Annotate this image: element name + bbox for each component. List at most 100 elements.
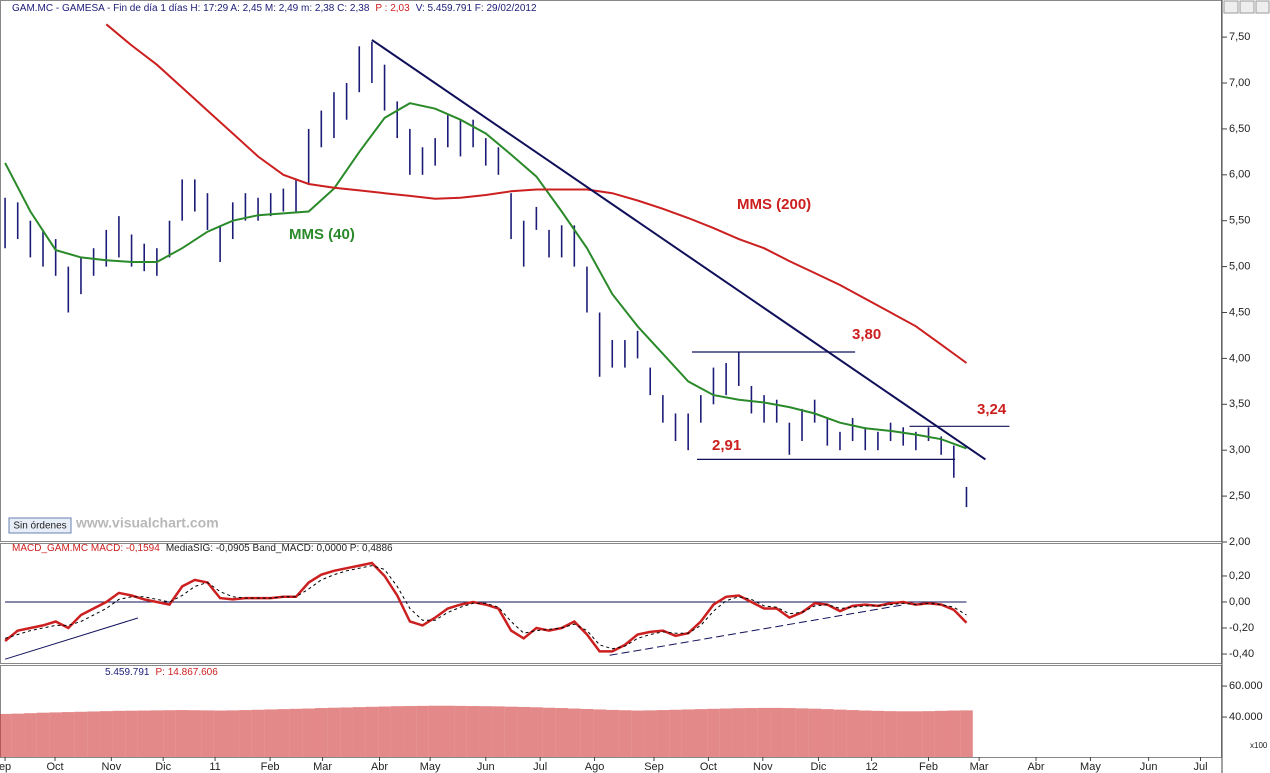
watermark: www.visualchart.com	[75, 515, 219, 531]
volume-bar	[580, 708, 594, 757]
volume-bar	[441, 705, 455, 757]
trend-line	[371, 39, 986, 461]
x-tick-label: Feb	[261, 761, 280, 773]
volume-bar	[656, 710, 670, 757]
y-tick-label: 0,20	[1229, 570, 1250, 582]
annotation-label: 3,24	[977, 401, 1007, 418]
volume-bar	[808, 708, 821, 757]
volume-bar	[175, 710, 189, 757]
y-tick-label: -0,40	[1229, 648, 1254, 660]
volume-bar	[201, 710, 214, 757]
header-text: 5.459.791	[105, 667, 150, 678]
x-tick-label: ep	[0, 761, 11, 773]
volume-bar	[719, 708, 733, 757]
plot-area	[0, 705, 973, 757]
y-tick-label: 4,50	[1229, 306, 1250, 318]
x-tick-label: Nov	[753, 761, 773, 773]
plot-area	[4, 23, 1010, 508]
volume-bar	[858, 710, 872, 757]
series-label: MMS (200)	[737, 196, 811, 213]
y-tick-label: 2,00	[1229, 536, 1250, 548]
y-tick-label: 5,00	[1229, 261, 1250, 273]
volume-bar	[11, 713, 25, 757]
x-tick-label: Jul	[1193, 761, 1207, 773]
y-tick-label: 3,50	[1229, 398, 1250, 410]
volume-bar	[365, 706, 379, 757]
x-tick-label: Jun	[1140, 761, 1158, 773]
volume-bar	[289, 708, 303, 757]
scroll-button[interactable]	[1239, 0, 1255, 14]
volume-bar	[302, 708, 315, 757]
volume-bar	[390, 706, 404, 757]
y-tick-label: 40.000	[1229, 711, 1263, 723]
y-tick-label: 5,50	[1229, 215, 1250, 227]
x-tick-label: Jul	[533, 761, 547, 773]
y-tick-label: 6,00	[1229, 169, 1250, 181]
x-tick-label: May	[1080, 761, 1101, 773]
x-tick-label: Feb	[919, 761, 938, 773]
y-tick-label: 7,50	[1229, 31, 1250, 43]
x-tick-label: Mar	[313, 761, 332, 773]
volume-bar	[567, 708, 581, 757]
x-tick-label: Abr	[371, 761, 388, 773]
volume-bar	[694, 709, 708, 757]
x-tick-label: Jun	[477, 761, 495, 773]
y-tick-label: 2,50	[1229, 490, 1250, 502]
volume-bar	[251, 709, 265, 757]
header-highlight: P : 2,03	[375, 3, 410, 14]
x-tick-label: Oct	[700, 761, 717, 773]
volume-bar	[226, 710, 240, 757]
volume-bar	[783, 708, 796, 757]
orders-button[interactable]	[8, 517, 72, 534]
volume-bar	[340, 707, 353, 757]
scroll-button[interactable]	[1255, 0, 1270, 14]
x-tick-label: Oct	[46, 761, 63, 773]
macd-header: MACD_GAM.MC MACD: -0,1594 MediaSIG: -0,09…	[12, 543, 393, 554]
volume-bar	[49, 712, 62, 757]
x-tick-label: Dic	[811, 761, 827, 773]
volume-bar	[871, 710, 885, 757]
volume-bar	[264, 709, 278, 757]
volume-bar	[745, 708, 758, 757]
scroll-button[interactable]	[1223, 0, 1239, 14]
volume-bar	[163, 710, 176, 757]
header-text: MACD_GAM.MC MACD: -0,1594	[12, 543, 160, 554]
volume-bar	[213, 710, 227, 757]
volume-bar	[846, 710, 859, 757]
volume-bar	[150, 710, 164, 757]
orders-button-label[interactable]: Sin órdenes	[13, 521, 66, 532]
volume-bar	[99, 711, 113, 757]
y-tick-label: 7,00	[1229, 77, 1250, 89]
header-text: GAM.MC - GAMESA - Fin de día 1 días H: 1…	[12, 3, 370, 14]
x-tick-label: 11	[209, 761, 220, 773]
y-tick-label: 4,00	[1229, 352, 1250, 364]
volume-bar	[884, 711, 897, 757]
x-tick-label: May	[420, 761, 441, 773]
volume-bar	[74, 711, 88, 757]
volume-bar	[833, 709, 847, 757]
volume-bar	[732, 708, 746, 757]
x-tick-label: Dic	[155, 761, 171, 773]
header-tail: MediaSIG: -0,0905 Band_MACD: 0,0000 P: 0…	[166, 543, 393, 554]
volume-bar	[530, 707, 543, 757]
volume-bar	[909, 711, 923, 757]
unit-label: x100	[1250, 741, 1268, 750]
volume-bar	[378, 706, 391, 757]
volume-bar	[504, 706, 518, 757]
volume-bar	[618, 710, 632, 757]
series-line	[4, 102, 967, 450]
volume-bar	[922, 711, 935, 757]
volume-bar	[87, 711, 100, 757]
volume-bar	[542, 707, 556, 757]
volume-bar	[479, 706, 493, 757]
series-line	[4, 561, 968, 653]
volume-bar	[137, 710, 151, 757]
volume-bar	[492, 706, 505, 757]
x-tick-label: Nov	[102, 761, 122, 773]
volume-bar	[517, 706, 531, 757]
volume-bar	[795, 708, 809, 757]
volume-bar	[428, 705, 442, 757]
